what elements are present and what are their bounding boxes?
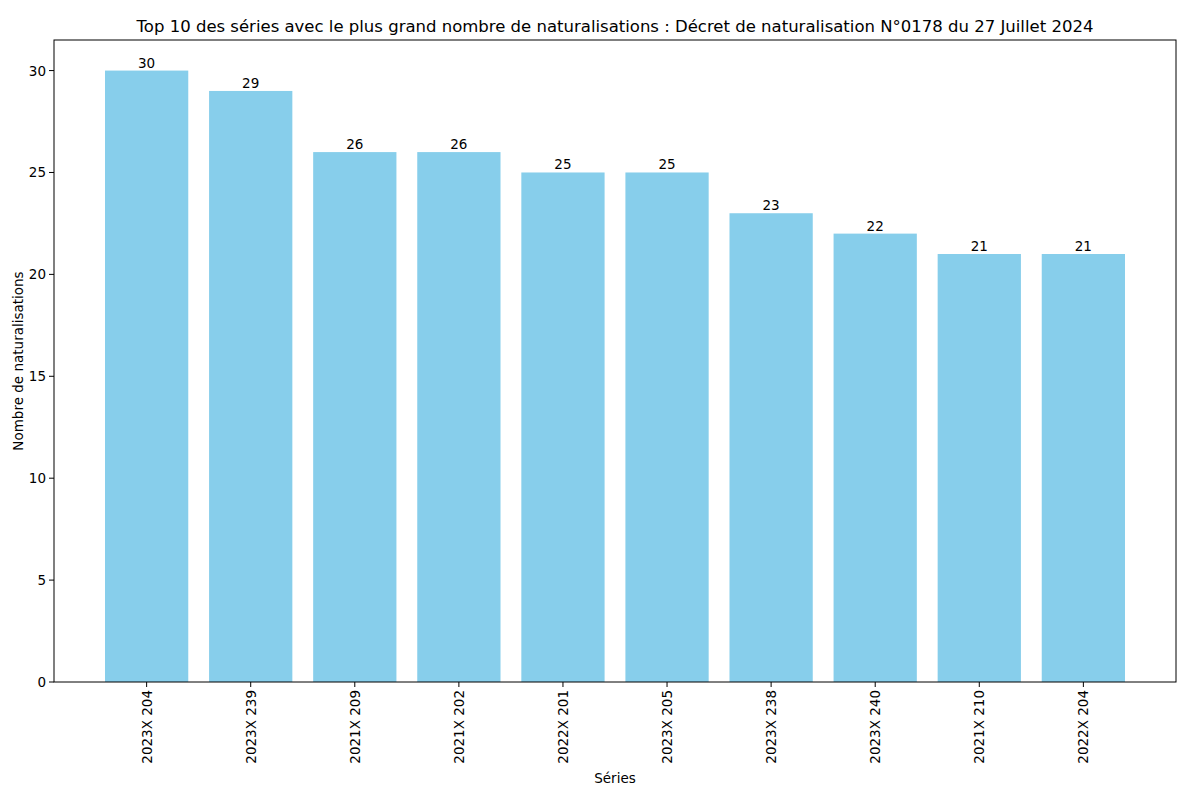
plot-frame <box>54 40 1176 682</box>
y-axis-label: Nombre de naturalisations <box>10 271 26 450</box>
y-tick <box>49 376 54 377</box>
chart-svg: 30 29 26 26 25 25 23 22 21 21 0 5 10 15 20 25 30 2023X 20… <box>0 0 1185 794</box>
x-tick-label: 2022X 201 <box>555 690 571 764</box>
x-tick <box>1083 682 1084 687</box>
x-tick-label: 2023X 205 <box>659 690 675 764</box>
x-tick <box>875 682 876 687</box>
x-tick-label: 2021X 210 <box>971 690 987 764</box>
y-tick-label: 20 <box>29 266 46 282</box>
x-tick <box>979 682 980 687</box>
x-tick-label: 2023X 240 <box>867 690 883 764</box>
data-label: 30 <box>138 55 155 71</box>
data-label: 26 <box>450 136 467 152</box>
y-tick <box>49 580 54 581</box>
x-tick <box>146 682 147 687</box>
bar <box>417 152 500 682</box>
x-tick <box>771 682 772 687</box>
y-tick <box>49 274 54 275</box>
bar <box>729 213 812 682</box>
x-tick-label: 2021X 202 <box>451 690 467 764</box>
data-label: 29 <box>242 75 259 91</box>
data-label: 23 <box>763 197 780 213</box>
x-tick <box>250 682 251 687</box>
data-label: 21 <box>971 238 988 254</box>
data-label: 25 <box>658 156 675 172</box>
x-tick-label: 2022X 204 <box>1075 690 1091 764</box>
bar <box>1042 254 1125 682</box>
x-tick-label: 2023X 204 <box>139 690 155 764</box>
x-axis-label: Séries <box>594 770 636 786</box>
y-tick <box>49 682 54 683</box>
x-tick <box>354 682 355 687</box>
y-tick-label: 10 <box>29 470 46 486</box>
bar <box>105 71 188 682</box>
data-label: 22 <box>867 218 884 234</box>
y-tick-label: 15 <box>29 368 46 384</box>
y-tick-label: 0 <box>37 674 46 690</box>
bar <box>521 172 604 682</box>
data-label: 26 <box>346 136 363 152</box>
data-label: 21 <box>1075 238 1092 254</box>
x-tick <box>667 682 668 687</box>
x-tick <box>562 682 563 687</box>
chart-container: 30 29 26 26 25 25 23 22 21 21 0 5 10 15 20 25 30 2023X 20… <box>0 0 1185 794</box>
bars <box>105 71 1125 682</box>
y-tick <box>49 172 54 173</box>
bar <box>938 254 1021 682</box>
x-tick <box>458 682 459 687</box>
y-tick <box>49 70 54 71</box>
y-tick-label: 25 <box>29 164 46 180</box>
bar <box>313 152 396 682</box>
x-tick-label: 2023X 239 <box>243 690 259 764</box>
chart-title: Top 10 des séries avec le plus grand nom… <box>136 17 1094 36</box>
x-tick-label: 2023X 238 <box>763 690 779 764</box>
y-tick-label: 30 <box>29 63 46 79</box>
bar <box>625 172 708 682</box>
x-tick-label: 2021X 209 <box>347 690 363 764</box>
y-tick-label: 5 <box>37 572 46 588</box>
y-tick <box>49 478 54 479</box>
bar <box>209 91 292 682</box>
bar <box>834 234 917 682</box>
data-label: 25 <box>554 156 571 172</box>
